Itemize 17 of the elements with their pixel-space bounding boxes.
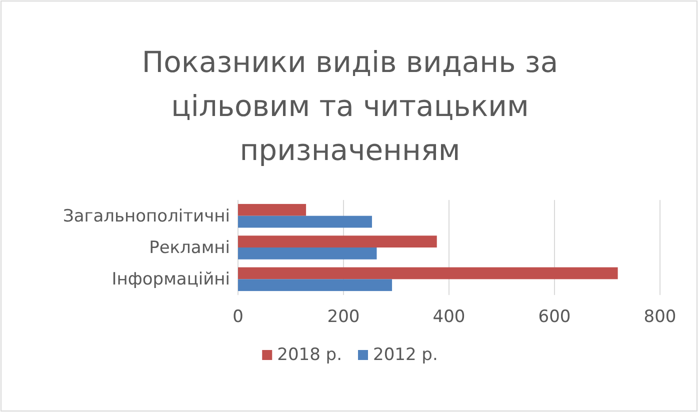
x-tick-label: 600: [538, 307, 571, 328]
x-tick-label: 0: [232, 307, 244, 328]
legend-label: 2012 р.: [373, 345, 438, 365]
bar: [238, 279, 392, 292]
x-tick-label: 200: [327, 307, 360, 328]
bar: [238, 216, 372, 228]
bar: [238, 204, 306, 216]
y-tick-label: Інформаційні: [112, 270, 230, 290]
y-tick-label: Загальнополітичні: [62, 206, 230, 226]
bar: [238, 267, 618, 280]
legend-label: 2018 р.: [277, 345, 342, 365]
y-tick-label: Рекламні: [149, 238, 230, 258]
x-tick-label: 400: [432, 307, 466, 328]
bar: [238, 236, 437, 248]
x-tick-label: 800: [644, 307, 676, 328]
bar: [238, 248, 377, 260]
chart-title: Показники видів видань за цільовим та читацьким призначенням: [142, 45, 558, 167]
